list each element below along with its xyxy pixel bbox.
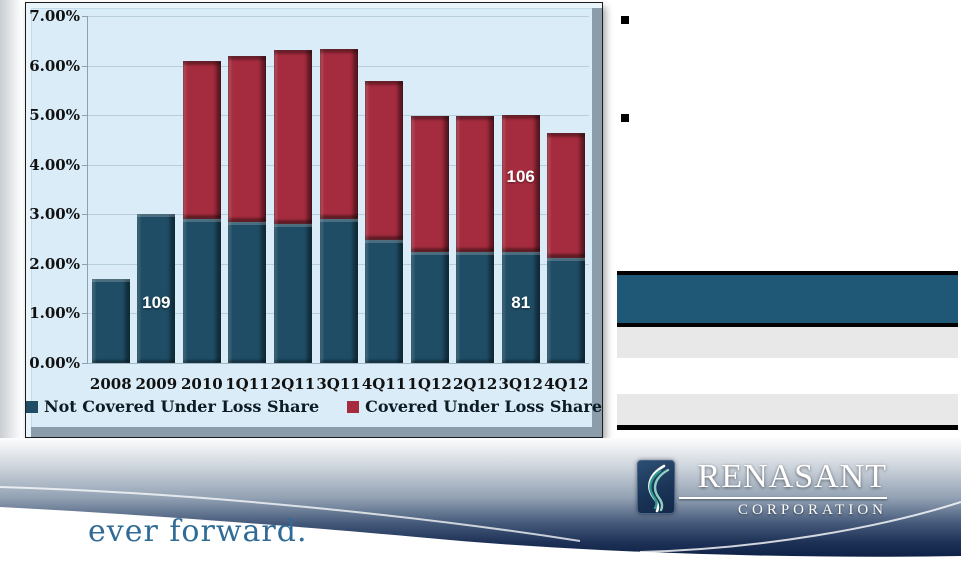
loss-share-chart-panel: 0.00% 1.00% 2.00% 3.00% 4.00% 5.00% 6.00% 7.00%… (25, 2, 603, 438)
bar-3Q12-not-covered (501, 251, 540, 363)
x-axis-label: 2010 (180, 375, 223, 393)
x-axis-label: 2Q11 (270, 375, 316, 393)
bar-4Q11-covered (365, 81, 404, 241)
bar-2Q11-covered (273, 49, 312, 225)
legend-marker (26, 400, 38, 413)
y-axis-label: 3.00% (29, 205, 80, 224)
footer-wave-band (0, 438, 961, 557)
y-axis-label: 1.00% (29, 304, 80, 323)
bar-2009-not-covered (137, 214, 176, 363)
chart-legend: Not Covered Under Loss Share Covered Unde… (26, 397, 602, 416)
table-row (617, 394, 958, 425)
logo-wordmark: RENASANT (697, 458, 887, 495)
y-axis-label: 0.00% (29, 354, 80, 372)
y-axis-tick (82, 363, 88, 364)
x-axis-label: 1Q11 (225, 375, 270, 393)
y-axis-label: 6.00% (29, 56, 80, 75)
table-header-row (617, 275, 958, 327)
y-axis-tick (82, 65, 88, 67)
y-axis-tick (82, 16, 88, 17)
y-axis-tick (82, 164, 88, 166)
x-axis-label: 2Q12 (452, 375, 498, 393)
x-axis-label: 2008 (89, 375, 132, 393)
chart-plot-area: 0.00% 1.00% 2.00% 3.00% 4.00% 5.00% 6.00% 7.00%… (26, 3, 602, 437)
y-axis-tick (82, 115, 88, 117)
bar-data-label: 106 (506, 167, 535, 187)
y-axis-tick (82, 214, 88, 216)
y-axis-tick (82, 313, 88, 315)
bar-2010-not-covered (182, 219, 221, 363)
wave-highlight-line-right (639, 501, 961, 553)
renasant-logo: RENASANT CORPORATION (637, 460, 887, 519)
bar-2008-not-covered (91, 278, 130, 363)
bullet-point-1 (621, 16, 629, 24)
bar-2Q12-not-covered (456, 252, 495, 363)
x-axis-label: 4Q12 (544, 375, 589, 393)
y-axis-label: 7.00% (29, 7, 80, 25)
bar-4Q11-not-covered (365, 240, 404, 363)
y-axis-label: 2.00% (29, 254, 80, 273)
x-axis-label: 3Q11 (316, 375, 361, 393)
y-axis-label: 5.00% (29, 106, 80, 125)
slide-edge-shading (0, 0, 22, 445)
renasant-flame-icon (637, 460, 675, 514)
logo-subtext: CORPORATION (737, 502, 887, 518)
x-axis-label: 1Q12 (407, 375, 452, 393)
bar-3Q11-covered (319, 49, 358, 220)
gridline (88, 16, 589, 17)
table-row (617, 358, 958, 394)
bar-4Q12-not-covered (547, 257, 586, 363)
legend-label: Covered Under Loss Share (365, 397, 602, 416)
legend-marker (347, 400, 360, 413)
tagline: ever forward. (88, 514, 308, 549)
legend-label: Not Covered Under Loss Share (44, 397, 320, 416)
x-axis-label: 2009 (135, 375, 178, 393)
wave-band-shape (0, 438, 961, 557)
bar-4Q12-covered (547, 132, 586, 258)
table-row (617, 327, 958, 358)
y-axis-tick (82, 263, 88, 265)
bar-3Q11-not-covered (319, 219, 358, 363)
legend-item: Not Covered Under Loss Share (26, 397, 319, 416)
wave-highlight-line-left (0, 486, 581, 542)
bar-1Q12-not-covered (410, 252, 449, 363)
x-axis-label: 3Q12 (498, 375, 543, 393)
bar-1Q11-not-covered (228, 221, 267, 363)
bar-1Q11-covered (228, 55, 267, 222)
bar-data-label: 109 (142, 292, 171, 312)
y-axis-line (87, 16, 88, 364)
bar-2Q11-not-covered (273, 224, 312, 363)
bar-data-label: 81 (511, 292, 531, 312)
bar-2Q12-covered (456, 116, 495, 253)
legend-item: Covered Under Loss Share (347, 397, 602, 416)
bar-2010-covered (182, 60, 221, 220)
bullet-point-2 (621, 114, 629, 122)
renasant-logo-text: RENASANT CORPORATION (679, 460, 887, 519)
x-axis-label: 4Q11 (361, 375, 407, 393)
logo-underline (679, 497, 887, 499)
summary-table (617, 271, 958, 430)
y-axis-label: 4.00% (29, 155, 80, 174)
bar-1Q12-covered (410, 115, 449, 253)
bar-3Q12-covered (501, 115, 540, 252)
gridline (88, 363, 589, 364)
